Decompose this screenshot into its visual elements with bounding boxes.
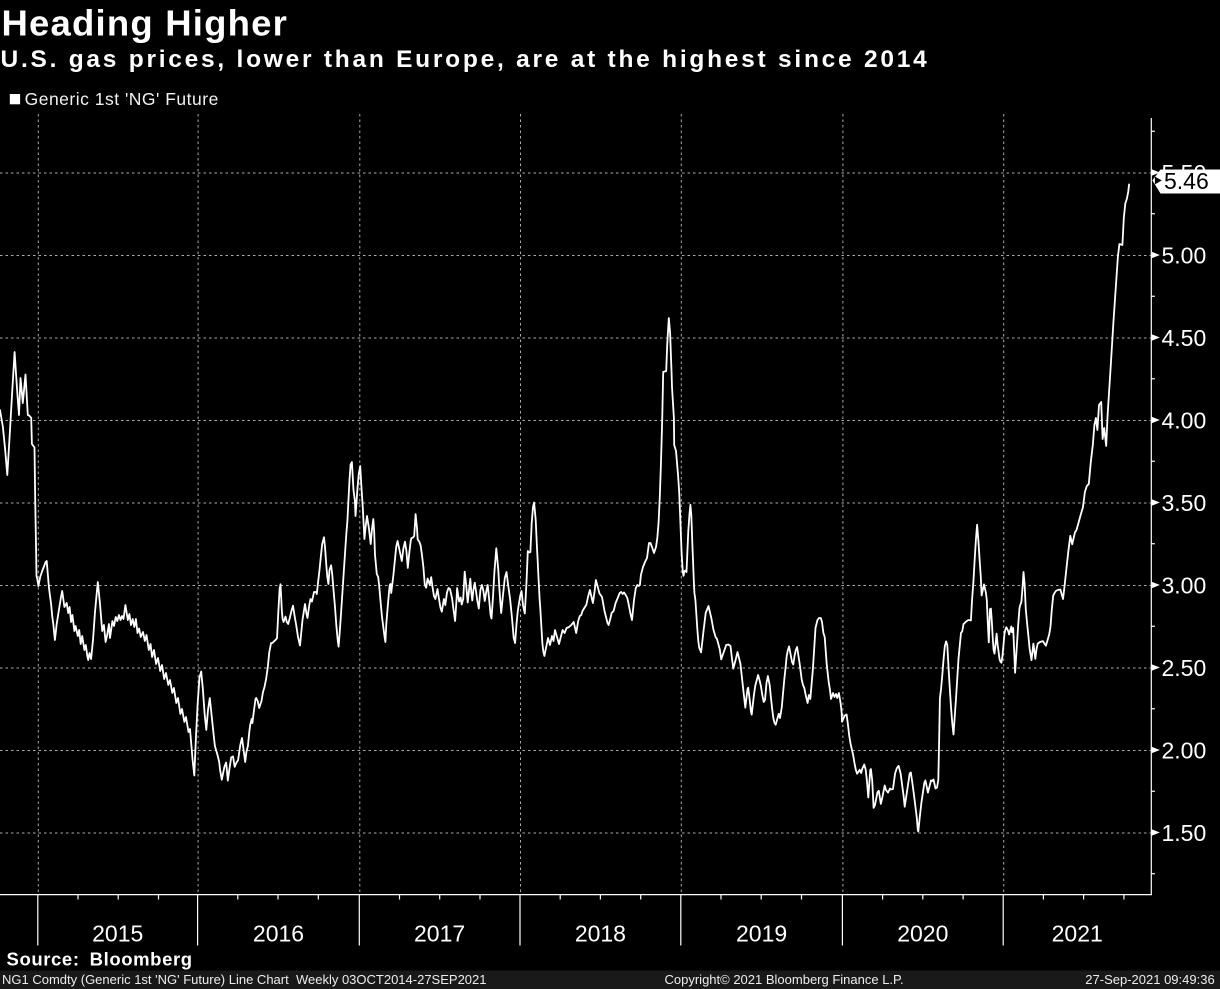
svg-text:2021: 2021 [1052, 921, 1103, 947]
svg-text:3.00: 3.00 [1162, 573, 1207, 599]
svg-text:4.50: 4.50 [1162, 325, 1207, 351]
svg-text:Heading Higher: Heading Higher [2, 3, 289, 44]
svg-text:1.50: 1.50 [1162, 820, 1207, 846]
svg-text:U.S. gas prices, lower than Eu: U.S. gas prices, lower than Europe, are … [1, 46, 930, 73]
svg-text:27-Sep-2021 09:49:36: 27-Sep-2021 09:49:36 [1085, 972, 1214, 987]
svg-text:2019: 2019 [736, 921, 787, 947]
svg-text:3.50: 3.50 [1162, 490, 1207, 516]
svg-text:Source: Bloomberg: Source: Bloomberg [7, 949, 193, 970]
svg-text:2018: 2018 [575, 921, 626, 947]
svg-text:Generic 1st 'NG' Future: Generic 1st 'NG' Future [25, 89, 219, 109]
svg-text:2020: 2020 [897, 921, 948, 947]
svg-text:5.46: 5.46 [1164, 168, 1209, 194]
svg-text:5.00: 5.00 [1162, 243, 1207, 269]
svg-text:2017: 2017 [414, 921, 465, 947]
svg-text:2.50: 2.50 [1162, 655, 1207, 681]
svg-text:2.00: 2.00 [1162, 738, 1207, 764]
svg-text:4.00: 4.00 [1162, 408, 1207, 434]
svg-text:NG1 Comdty (Generic 1st 'NG' F: NG1 Comdty (Generic 1st 'NG' Future) Lin… [2, 972, 487, 987]
svg-text:2016: 2016 [253, 921, 304, 947]
svg-text:2015: 2015 [92, 921, 143, 947]
svg-text:Copyright© 2021 Bloomberg Fina: Copyright© 2021 Bloomberg Finance L.P. [665, 972, 904, 987]
